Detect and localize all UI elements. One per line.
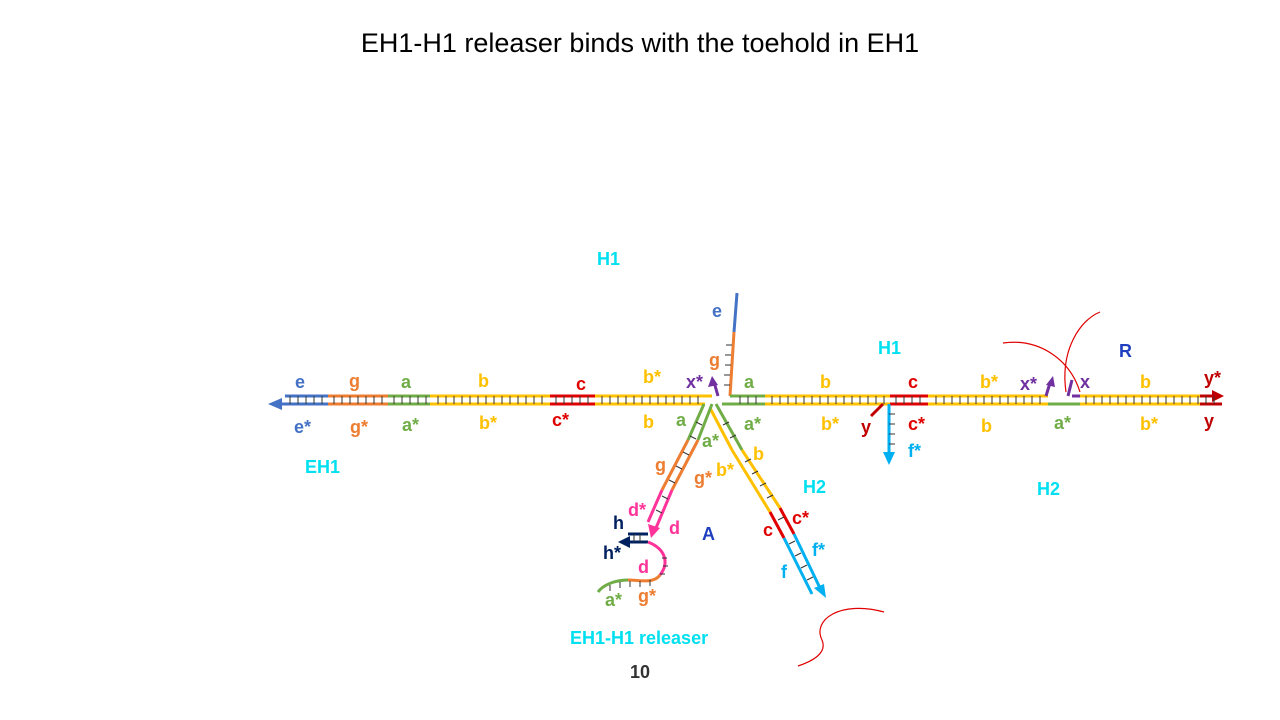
label-g-star-releaser: g* xyxy=(638,586,656,606)
label-h: h xyxy=(613,513,624,533)
slide-title: EH1-H1 releaser binds with the toehold i… xyxy=(360,28,920,58)
label-a-complex: A xyxy=(702,524,715,544)
label-eh1: EH1 xyxy=(305,457,340,477)
label-b-star-right-top: b* xyxy=(980,372,998,392)
label-releaser: EH1-H1 releaser xyxy=(570,628,708,648)
label-c-star-diag: c* xyxy=(792,508,809,528)
label-e-h1: e xyxy=(712,301,722,321)
label-g-top: g xyxy=(349,371,360,391)
label-x-star-left: x* xyxy=(686,372,703,392)
eh1-arrowhead xyxy=(268,398,282,410)
eh1-base-pairs xyxy=(289,396,699,404)
label-y-branch: y xyxy=(861,417,871,437)
label-h1-left: H1 xyxy=(597,249,620,269)
label-y: y xyxy=(1204,411,1214,431)
label-b-star-right-bottom: b* xyxy=(821,414,839,434)
label-b-star-bottom: b* xyxy=(479,413,497,433)
label-x-star-right: x* xyxy=(1020,374,1037,394)
label-b-star-diag: b* xyxy=(716,460,734,480)
red-curve-3 xyxy=(797,607,885,667)
label-a-star-far-right: a* xyxy=(1054,413,1071,433)
label-c-right-top: c xyxy=(908,372,918,392)
h1-vertical-arm xyxy=(708,292,739,397)
label-h2-right: H2 xyxy=(1037,479,1060,499)
label-e-star: e* xyxy=(294,417,311,437)
y-branch xyxy=(869,402,885,418)
red-curve-2 xyxy=(1064,311,1101,393)
red-curve-1 xyxy=(1002,341,1081,393)
label-b-diag: b xyxy=(753,444,764,464)
label-x-right: x xyxy=(1080,372,1090,392)
a-complex-arm xyxy=(596,403,714,593)
label-f-star-vertical: f* xyxy=(908,441,921,461)
label-b-right-bottom: b xyxy=(981,416,992,436)
complex-labels: H1 H1 EH1 H2 H2 R A EH1-H1 releaser xyxy=(305,249,1132,648)
label-b-bottom: b xyxy=(643,412,654,432)
label-d-diag: d xyxy=(669,518,680,538)
label-a-right-top: a xyxy=(744,372,755,392)
label-e-top: e xyxy=(295,372,305,392)
segment-labels: e g a b c b* x* a b c b* x* x b y* e* g*… xyxy=(294,301,1221,610)
label-f-diag: f xyxy=(781,562,788,582)
label-c-star-right: c* xyxy=(908,414,925,434)
label-a-top: a xyxy=(401,372,412,392)
label-g-h1: g xyxy=(709,350,720,370)
page-number: 10 xyxy=(629,662,651,682)
label-d-star: d* xyxy=(628,500,646,520)
label-h1-right: H1 xyxy=(878,338,901,358)
label-c-star-left: c* xyxy=(552,410,569,430)
label-g-star: g* xyxy=(350,417,368,437)
h2-diagonal-arm xyxy=(708,403,885,667)
label-b-top: b xyxy=(478,371,489,391)
label-a-a-arm: a xyxy=(676,410,687,430)
label-h2-mid: H2 xyxy=(803,477,826,497)
label-b-star-top: b* xyxy=(643,367,661,387)
label-b-far-right-top: b xyxy=(1140,372,1151,392)
label-d-loop: d xyxy=(638,557,649,577)
label-g-diag: g xyxy=(655,455,666,475)
right-duplex xyxy=(722,311,1224,465)
label-a-star-diag: a* xyxy=(702,431,719,451)
eh1-duplex xyxy=(268,394,712,410)
label-a-star-right: a* xyxy=(744,414,761,434)
label-a-star-releaser: a* xyxy=(605,590,622,610)
label-f-star-diag: f* xyxy=(812,540,825,560)
label-b-right-top: b xyxy=(820,372,831,392)
label-a-star: a* xyxy=(402,415,419,435)
label-c-diag: c xyxy=(763,520,773,540)
label-h-star: h* xyxy=(603,543,621,563)
label-b-star-far-right: b* xyxy=(1140,414,1158,434)
label-g-star-diag: g* xyxy=(694,468,712,488)
h1-e-segment xyxy=(732,292,739,333)
label-r: R xyxy=(1119,341,1132,361)
label-y-star: y* xyxy=(1204,368,1221,388)
label-c-top: c xyxy=(576,374,586,394)
h1-g-segment xyxy=(728,331,736,397)
